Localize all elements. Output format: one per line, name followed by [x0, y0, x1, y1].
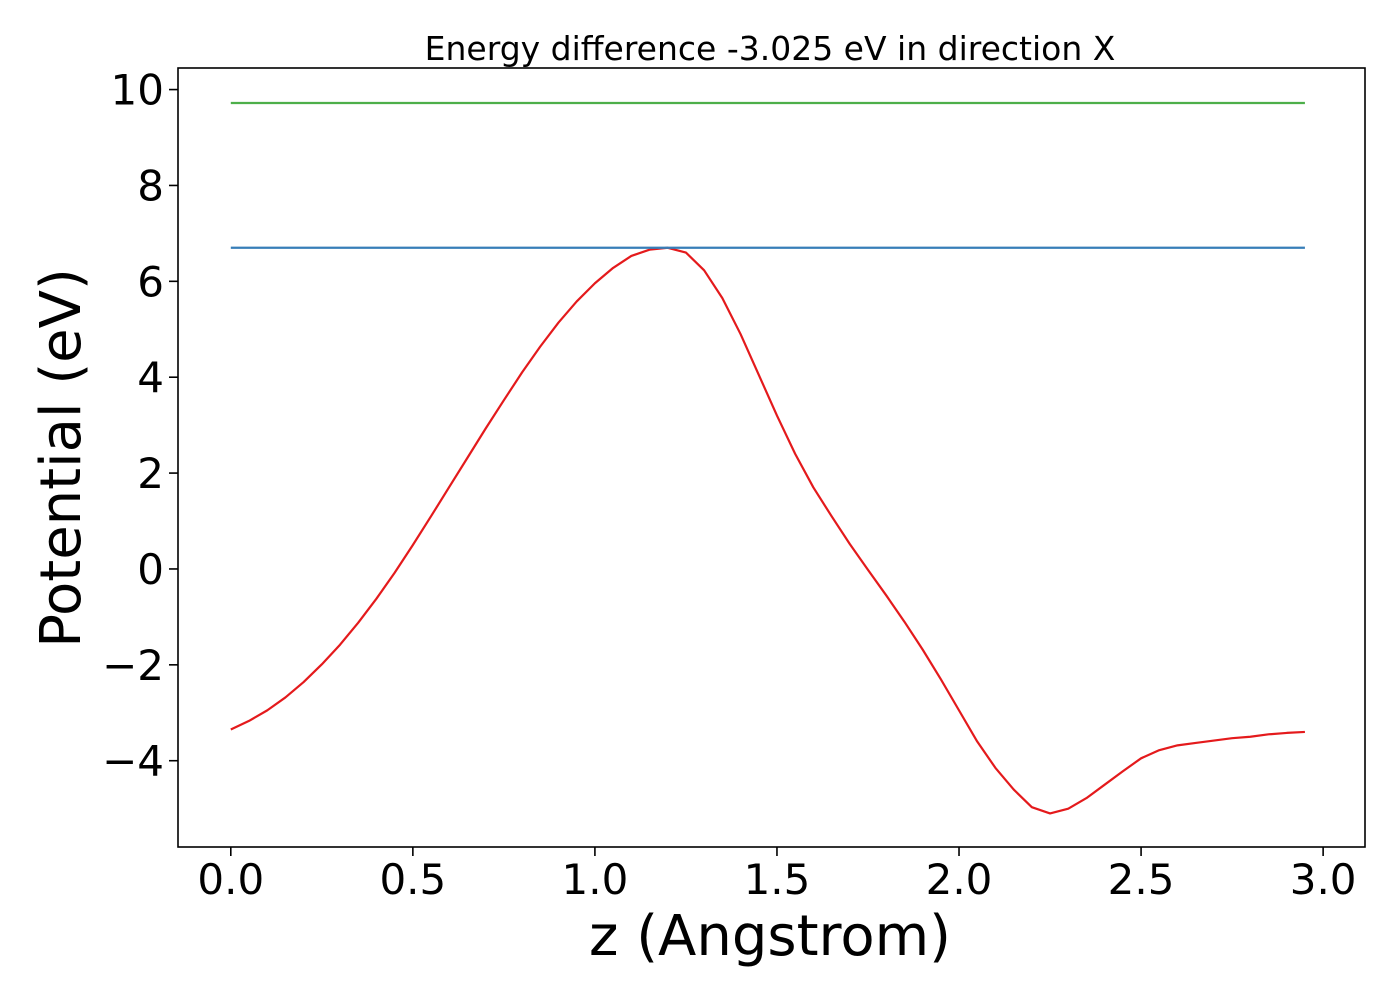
y-tick-label: 10 [111, 66, 164, 115]
y-tick-label: 6 [137, 257, 164, 306]
x-tick-label: 3.0 [1290, 855, 1357, 904]
x-axis-label: z (Angstrom) [589, 904, 951, 969]
y-tick-label: 8 [137, 161, 164, 210]
y-tick-label: 2 [137, 449, 164, 498]
series-line-0 [230, 246, 1305, 815]
plot-frame [177, 67, 1366, 848]
y-axis-label: Potential (eV) [29, 268, 94, 648]
x-tick-label: 1.5 [744, 855, 811, 904]
y-tick-label: −2 [102, 641, 164, 690]
x-axis: 0.0 0.5 1.0 1.5 2.0 2.5 3.0 [197, 847, 1357, 904]
y-tick-label: 4 [137, 353, 164, 402]
x-tick-label: 2.5 [1108, 855, 1175, 904]
x-tick-label: 1.0 [562, 855, 629, 904]
y-tick-label: 0 [137, 545, 164, 594]
x-tick-label: 0.0 [197, 855, 264, 904]
chart-title: Energy difference -3.025 eV in direction… [425, 29, 1116, 68]
y-tick-label: −4 [102, 737, 164, 786]
y-axis: −4 −2 0 2 4 6 8 10 [102, 66, 178, 786]
x-tick-label: 2.0 [926, 855, 993, 904]
series-layer [230, 101, 1305, 815]
x-tick-label: 0.5 [379, 855, 446, 904]
